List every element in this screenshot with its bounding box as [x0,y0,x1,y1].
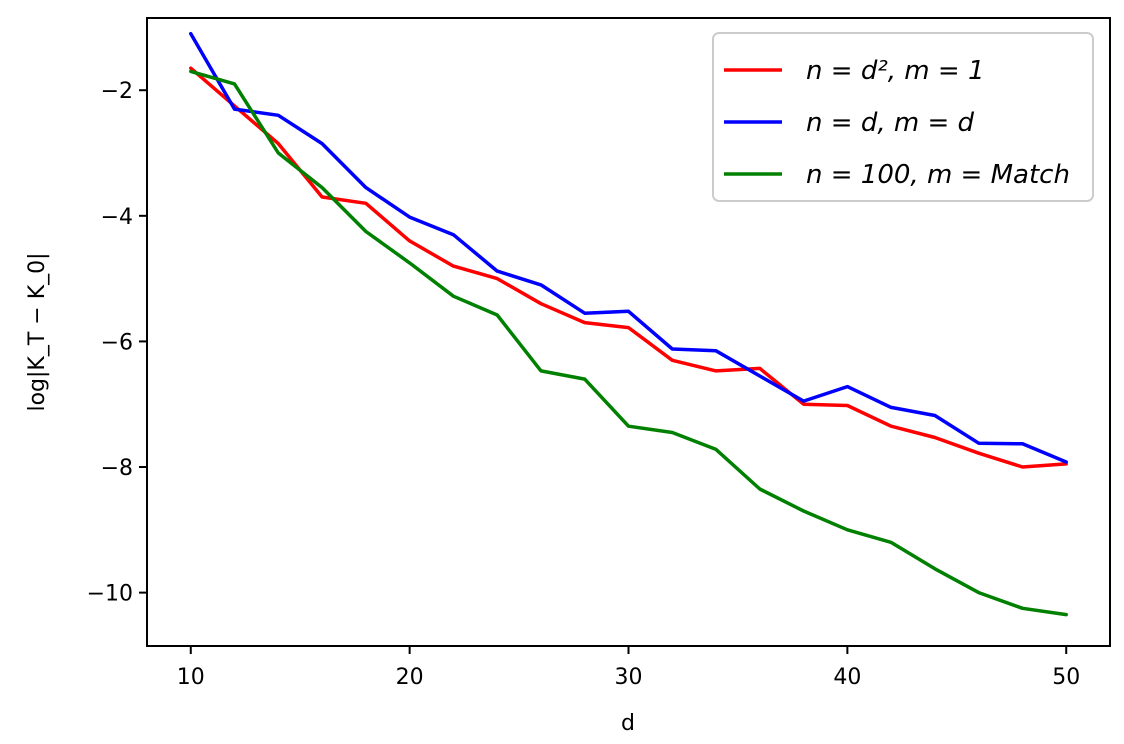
y-tick-label: −10 [87,582,133,607]
y-tick-label: −6 [101,330,133,355]
y-tick-label: −4 [101,205,133,230]
series-line-2 [189,69,1068,617]
x-tick-label: 30 [615,665,643,690]
x-tick-label: 50 [1052,665,1080,690]
x-tick-label: 40 [833,665,861,690]
legend: n = d², m = 1 n = d, m = d n = 100, m = Ma… [712,32,1094,202]
x-axis-label: d [621,711,635,736]
x-tick-label: 10 [177,665,205,690]
y-axis-label: log|K_T − K_0| [25,252,50,411]
x-tick-label: 20 [396,665,424,690]
series-layer [189,31,1068,617]
y-tick-label: −2 [101,79,133,104]
legend-box [712,32,1094,202]
y-axis-ticks: −2 −4 −6 −8 −10 [87,79,147,607]
x-axis-ticks: 10 20 30 40 50 [177,646,1080,690]
plot-frame [146,17,1111,647]
y-tick-label: −8 [101,456,133,481]
series-line-0 [189,66,1068,469]
legend-label-1: n = d, m = d [806,108,975,138]
series-line-1 [189,31,1068,464]
legend-label-2: n = 100, m = Match [806,160,1070,190]
legend-label-0: n = d², m = 1 [806,56,984,86]
